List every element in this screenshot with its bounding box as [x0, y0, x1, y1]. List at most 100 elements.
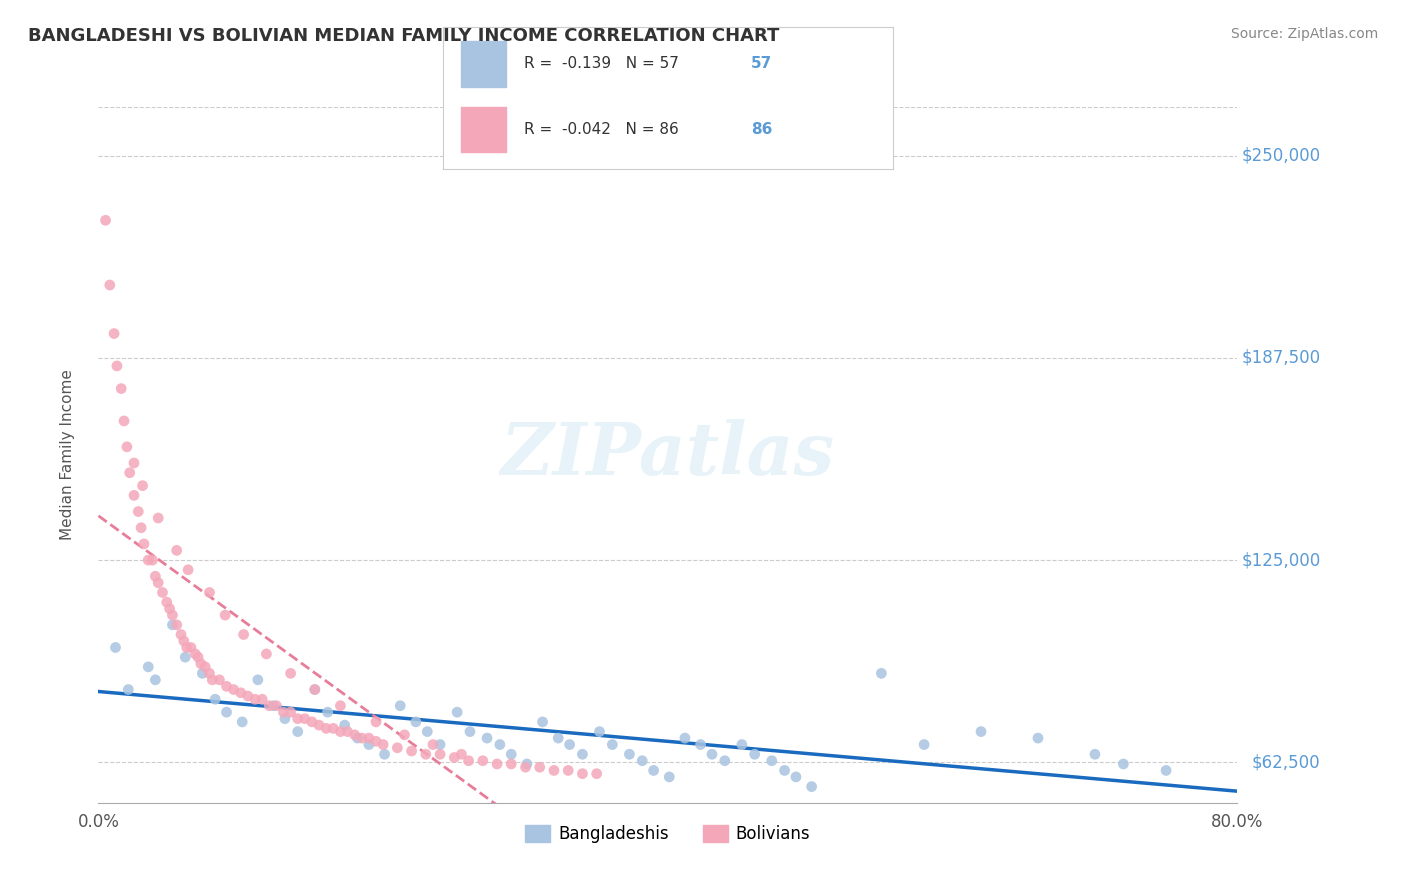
- Point: [280, 705, 302, 719]
- Point: [266, 698, 288, 713]
- Point: [243, 692, 266, 706]
- Point: [429, 747, 451, 762]
- Point: [371, 738, 394, 752]
- Point: [246, 673, 269, 687]
- Point: [443, 750, 465, 764]
- Point: [658, 770, 681, 784]
- Point: [557, 764, 579, 778]
- Text: $125,000: $125,000: [1241, 551, 1320, 569]
- Point: [229, 686, 252, 700]
- Text: 86: 86: [751, 122, 772, 137]
- Point: [643, 764, 665, 778]
- Point: [232, 627, 254, 641]
- Point: [215, 679, 238, 693]
- Point: [215, 705, 238, 719]
- Text: $187,500: $187,500: [1241, 349, 1320, 367]
- Point: [329, 724, 352, 739]
- Point: [547, 731, 569, 745]
- Point: [588, 724, 610, 739]
- Point: [259, 698, 281, 713]
- Point: [405, 714, 427, 729]
- Point: [785, 770, 807, 784]
- Point: [194, 660, 217, 674]
- Point: [141, 553, 163, 567]
- Point: [357, 731, 380, 745]
- Point: [322, 722, 344, 736]
- Point: [127, 504, 149, 518]
- Point: [136, 553, 159, 567]
- Point: [122, 456, 145, 470]
- Point: [162, 617, 184, 632]
- Point: [110, 382, 132, 396]
- Point: [401, 744, 423, 758]
- Point: [316, 705, 339, 719]
- Point: [457, 754, 479, 768]
- Text: R =  -0.042   N = 86: R = -0.042 N = 86: [524, 122, 679, 137]
- Point: [602, 738, 624, 752]
- Point: [1154, 764, 1177, 778]
- Point: [450, 747, 472, 762]
- Point: [148, 511, 170, 525]
- Point: [198, 666, 221, 681]
- Point: [112, 414, 135, 428]
- Point: [700, 747, 723, 762]
- Point: [191, 666, 214, 681]
- Point: [631, 754, 654, 768]
- Point: [1026, 731, 1049, 745]
- Point: [1084, 747, 1107, 762]
- Point: [187, 650, 209, 665]
- Text: $250,000: $250,000: [1241, 146, 1320, 165]
- Point: [336, 724, 359, 739]
- Text: R =  -0.139   N = 57: R = -0.139 N = 57: [524, 56, 679, 71]
- Point: [148, 575, 170, 590]
- Text: 57: 57: [751, 56, 772, 71]
- Point: [394, 728, 416, 742]
- Point: [1112, 756, 1135, 771]
- Point: [287, 712, 309, 726]
- Bar: [461, 41, 506, 87]
- Point: [231, 714, 253, 729]
- Point: [105, 359, 128, 373]
- Point: [152, 585, 174, 599]
- Point: [170, 627, 193, 641]
- Point: [501, 756, 523, 771]
- Point: [458, 724, 481, 739]
- Point: [446, 705, 468, 719]
- Point: [714, 754, 737, 768]
- Bar: [461, 107, 506, 153]
- Point: [174, 650, 197, 665]
- Point: [304, 682, 326, 697]
- Point: [263, 698, 285, 713]
- Legend: Bangladeshis, Bolivians: Bangladeshis, Bolivians: [519, 819, 817, 850]
- Text: Source: ZipAtlas.com: Source: ZipAtlas.com: [1230, 27, 1378, 41]
- Point: [129, 521, 152, 535]
- Point: [346, 731, 368, 745]
- Point: [177, 563, 200, 577]
- Point: [585, 766, 607, 780]
- Point: [364, 734, 387, 748]
- Point: [619, 747, 641, 762]
- Point: [301, 714, 323, 729]
- Point: [222, 682, 245, 697]
- Point: [176, 640, 198, 655]
- Point: [543, 764, 565, 778]
- Point: [274, 712, 297, 726]
- Point: [98, 278, 121, 293]
- Point: [250, 692, 273, 706]
- Point: [516, 756, 538, 771]
- Point: [970, 724, 993, 739]
- Point: [329, 698, 352, 713]
- Point: [471, 754, 494, 768]
- Point: [180, 640, 202, 655]
- Point: [731, 738, 754, 752]
- Point: [571, 747, 593, 762]
- Point: [132, 537, 155, 551]
- Point: [190, 657, 212, 671]
- Point: [315, 722, 337, 736]
- Point: [357, 738, 380, 752]
- Point: [115, 440, 138, 454]
- Text: $62,500: $62,500: [1251, 754, 1320, 772]
- Point: [166, 617, 188, 632]
- Point: [294, 712, 316, 726]
- Point: [94, 213, 117, 227]
